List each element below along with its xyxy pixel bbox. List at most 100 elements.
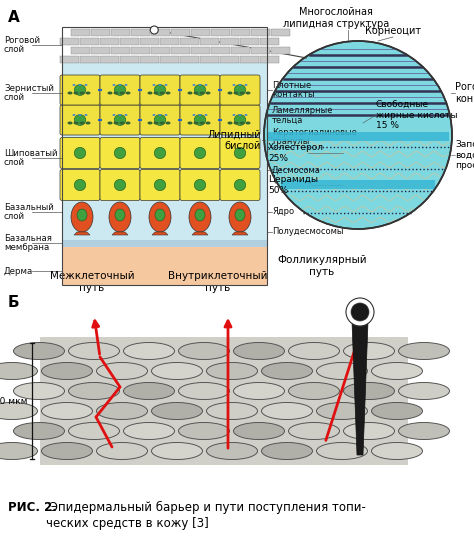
FancyBboxPatch shape [271,47,290,54]
FancyBboxPatch shape [180,75,220,105]
FancyBboxPatch shape [200,56,219,63]
Ellipse shape [200,91,204,95]
Ellipse shape [74,85,86,96]
Ellipse shape [42,403,92,420]
FancyBboxPatch shape [191,47,210,54]
FancyBboxPatch shape [180,56,199,63]
Ellipse shape [317,403,367,420]
FancyBboxPatch shape [120,38,139,45]
Text: Полудесмосомы: Полудесмосомы [272,227,344,237]
Ellipse shape [80,122,84,124]
FancyBboxPatch shape [140,170,180,201]
Ellipse shape [119,91,125,95]
Text: Дерма: Дерма [4,267,33,275]
Text: Десмосома: Десмосома [272,165,321,175]
Ellipse shape [69,383,119,399]
Ellipse shape [206,91,210,95]
Ellipse shape [193,91,199,95]
Ellipse shape [74,114,86,126]
FancyBboxPatch shape [220,105,260,135]
FancyBboxPatch shape [251,29,270,36]
FancyBboxPatch shape [91,29,110,36]
Ellipse shape [42,442,92,460]
Polygon shape [352,322,368,455]
Ellipse shape [124,383,174,399]
Ellipse shape [80,91,84,95]
Text: Свободные
жирные кислоты
15 %: Свободные жирные кислоты 15 % [376,100,457,130]
Ellipse shape [113,91,118,95]
FancyBboxPatch shape [231,47,250,54]
Bar [62,247,267,285]
Ellipse shape [0,403,37,420]
Ellipse shape [147,91,153,95]
Ellipse shape [372,442,422,460]
FancyBboxPatch shape [220,38,239,45]
Ellipse shape [13,342,64,359]
Ellipse shape [289,422,339,440]
Ellipse shape [0,442,37,460]
Ellipse shape [114,85,126,96]
Ellipse shape [154,179,166,191]
Ellipse shape [399,422,449,440]
FancyBboxPatch shape [71,29,90,36]
Ellipse shape [154,85,166,96]
Text: Эпидермальный барьер и пути поступления топи-
ческих средств в кожу [3]: Эпидермальный барьер и пути поступления … [46,501,366,530]
Text: Шиповатый
слой: Шиповатый слой [4,149,58,168]
Ellipse shape [238,84,241,86]
Ellipse shape [97,403,147,420]
FancyBboxPatch shape [271,29,290,36]
FancyBboxPatch shape [231,29,250,36]
Ellipse shape [152,403,202,420]
Ellipse shape [154,91,158,95]
Ellipse shape [194,114,206,126]
Text: Межклеточный
путь: Межклеточный путь [50,272,134,293]
FancyBboxPatch shape [140,105,180,135]
Ellipse shape [188,91,192,95]
Ellipse shape [289,383,339,399]
FancyBboxPatch shape [220,56,239,63]
Circle shape [351,303,369,321]
Ellipse shape [234,122,238,124]
FancyBboxPatch shape [171,47,190,54]
Ellipse shape [74,179,86,191]
Ellipse shape [126,91,130,95]
Ellipse shape [234,383,284,399]
Ellipse shape [239,122,245,124]
Ellipse shape [154,114,166,126]
Ellipse shape [108,91,112,95]
Bar [62,240,267,247]
Ellipse shape [399,383,449,399]
Ellipse shape [233,84,236,86]
FancyBboxPatch shape [151,47,170,54]
Text: Фолликулярный
путь: Фолликулярный путь [277,255,367,277]
Ellipse shape [149,202,171,232]
Ellipse shape [194,147,206,159]
Ellipse shape [372,363,422,379]
Ellipse shape [238,114,241,116]
Ellipse shape [97,363,147,379]
Ellipse shape [207,363,257,379]
FancyBboxPatch shape [80,38,99,45]
FancyBboxPatch shape [180,170,220,201]
Circle shape [150,26,158,34]
Ellipse shape [126,122,130,124]
FancyBboxPatch shape [220,138,260,169]
Ellipse shape [114,147,126,159]
Bar [267,132,449,141]
Ellipse shape [147,122,153,124]
FancyBboxPatch shape [180,105,220,135]
Ellipse shape [108,122,112,124]
Ellipse shape [204,114,208,116]
FancyBboxPatch shape [140,56,159,63]
Circle shape [264,41,452,229]
Ellipse shape [239,91,245,95]
Ellipse shape [289,342,339,359]
Ellipse shape [165,91,171,95]
FancyBboxPatch shape [140,38,159,45]
Text: А: А [8,10,20,25]
Ellipse shape [84,84,88,86]
Ellipse shape [69,422,119,440]
Ellipse shape [118,84,121,86]
FancyBboxPatch shape [80,56,99,63]
Ellipse shape [317,363,367,379]
